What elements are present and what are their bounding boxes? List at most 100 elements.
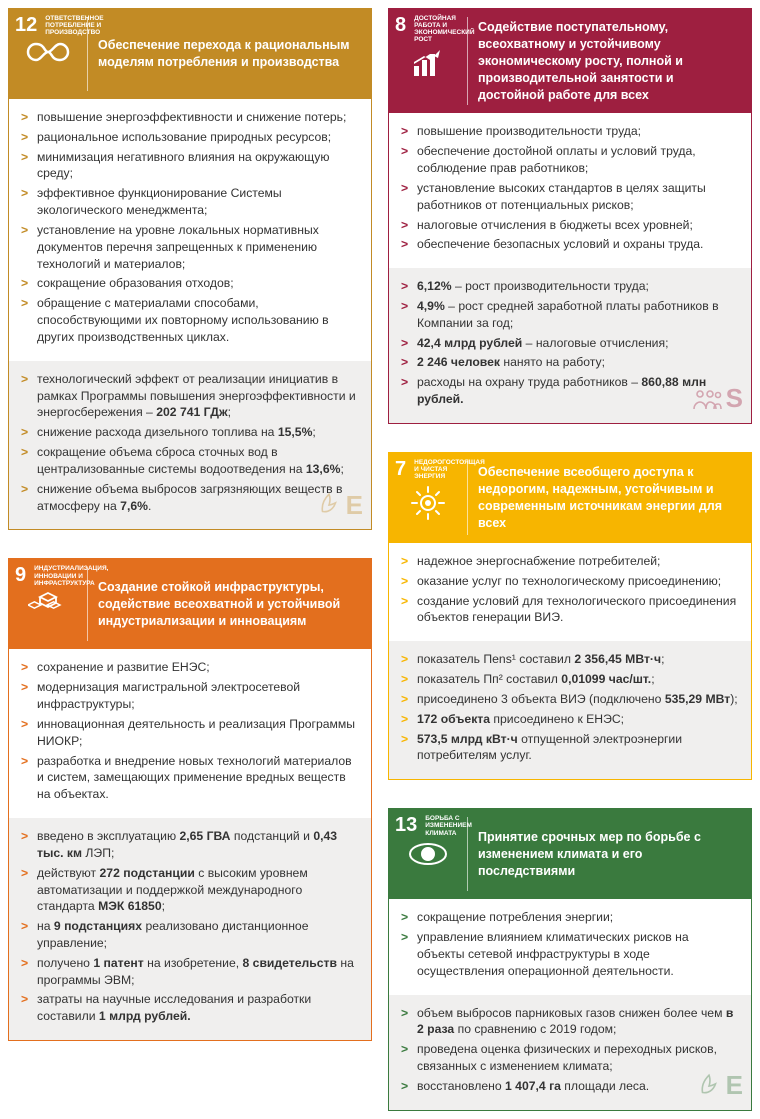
list-item: разработка и внедрение новых технологий … (21, 753, 359, 803)
list-item: снижение объема выбросов загрязняющих ве… (21, 481, 359, 515)
list-item: объем выбросов парниковых газов снижен б… (401, 1005, 739, 1039)
list-item: 2 246 человек нанято на работу; (401, 354, 739, 371)
list-item: сокращение образования отходов; (21, 275, 359, 292)
bullet-list: повышение производительности труда; обесп… (401, 123, 739, 253)
corner-badge: S (692, 381, 743, 417)
card-bullets: повышение энергоэффективности и снижение… (9, 99, 371, 361)
bullet-list: сохранение и развитие ЕНЭС;модернизация … (21, 659, 359, 803)
card-title: Создание стойкой инфраструктуры, содейст… (88, 559, 371, 649)
list-item: рациональное использование природных рес… (21, 129, 359, 146)
list-item: 4,9% – рост средней заработной платы раб… (401, 298, 739, 332)
sdg-card-grid: 12 ОТВЕТСТВЕННОЕ ПОТРЕБЛЕНИЕ И ПРОИЗВОДС… (0, 0, 760, 1119)
list-item: технологический эффект от реализации ини… (21, 371, 359, 421)
cubes-icon (28, 591, 68, 621)
list-item: 42,4 млрд рублей – налоговые отчисления; (401, 335, 739, 352)
list-item: минимизация негативного влияния на окруж… (21, 149, 359, 183)
goal-badge: 7 НЕДОРОГОСТОЯЩАЯ И ЧИСТАЯ ЭНЕРГИЯ (389, 453, 467, 543)
list-item: 573,5 млрд кВт·ч отпущенной электроэнерг… (401, 731, 739, 765)
leaf-icon (696, 1073, 722, 1099)
list-item: сокращение потребления энергии; (401, 909, 739, 926)
card-header: 7 НЕДОРОГОСТОЯЩАЯ И ЧИСТАЯ ЭНЕРГИЯ Обесп… (389, 453, 751, 543)
list-item: присоединено 3 объекта ВИЭ (подключено 5… (401, 691, 739, 708)
corner-badge: E (696, 1068, 743, 1104)
leaf-icon (316, 492, 342, 518)
list-item: установление высоких стандартов в целях … (401, 180, 739, 214)
list-item: проведена оценка физических и переходных… (401, 1041, 739, 1075)
goal-badge: 12 ОТВЕТСТВЕННОЕ ПОТРЕБЛЕНИЕ И ПРОИЗВОДС… (9, 9, 87, 99)
list-item: обеспечение безопасных условий и охраны … (401, 236, 739, 253)
list-item: снижение расхода дизельного топлива на 1… (21, 424, 359, 441)
list-item: получено 1 патент на изобретение, 8 свид… (21, 955, 359, 989)
sdg-card-12: 12 ОТВЕТСТВЕННОЕ ПОТРЕБЛЕНИЕ И ПРОИЗВОДС… (8, 8, 372, 530)
goal-number: 9 (15, 565, 26, 585)
card-header: 12 ОТВЕТСТВЕННОЕ ПОТРЕБЛЕНИЕ И ПРОИЗВОДС… (9, 9, 371, 99)
card-stats: введено в эксплуатацию 2,65 ГВА подстанц… (9, 818, 371, 1040)
card-bullets: надежное энергоснабжение потребителей; ок… (389, 543, 751, 641)
list-item: инновационная деятельность и реализация … (21, 716, 359, 750)
card-header: 8 ДОСТОЙНАЯ РАБОТА И ЭКОНОМИЧЕСКИЙ РОСТ … (389, 9, 751, 113)
people-icon (692, 387, 722, 411)
list-item: 172 объекта присоединено к ЕНЭС; (401, 711, 739, 728)
corner-letter: E (726, 1068, 743, 1104)
bullet-list: надежное энергоснабжение потребителей; ок… (401, 553, 739, 626)
stats-list: показатель Пens¹ составил 2 356,45 МВт·ч… (401, 651, 739, 764)
list-item: повышение энергоэффективности и снижение… (21, 109, 359, 126)
list-item: обращение с материалами способами, спосо… (21, 295, 359, 345)
stats-list: технологический эффект от реализации ини… (21, 371, 359, 515)
card-title: Обеспечение всеобщего доступа к недороги… (468, 453, 751, 543)
list-item: показатель Пп² составил 0,01099 час/шт.; (401, 671, 739, 688)
list-item: действуют 272 подстанции с высоким уровн… (21, 865, 359, 915)
card-title: Содействие поступательному, всеохватному… (468, 9, 751, 113)
list-item: восстановлено 1 407,4 га площади леса. (401, 1078, 739, 1095)
right-column: 8 ДОСТОЙНАЯ РАБОТА И ЭКОНОМИЧЕСКИЙ РОСТ … (388, 8, 752, 1111)
card-bullets: сокращение потребления энергии; управлени… (389, 899, 751, 994)
list-item: управление влиянием климатических рисков… (401, 929, 739, 979)
sdg-card-9: 9 ИНДУСТРИАЛИЗАЦИЯ, ИННОВАЦИИ И ИНФРАСТР… (8, 558, 372, 1041)
infinity-icon (26, 40, 70, 64)
goal-label: БОРЬБА С ИЗМЕНЕНИЕМ КЛИМАТА (421, 815, 472, 836)
card-title: Обеспечение перехода к рациональным моде… (88, 9, 371, 99)
list-item: налоговые отчисления в бюджеты всех уров… (401, 217, 739, 234)
list-item: показатель Пens¹ составил 2 356,45 МВт·ч… (401, 651, 739, 668)
growth-icon (408, 48, 448, 78)
list-item: расходы на охрану труда работников – 860… (401, 374, 739, 408)
list-item: введено в эксплуатацию 2,65 ГВА подстанц… (21, 828, 359, 862)
bullet-list: сокращение потребления энергии; управлени… (401, 909, 739, 979)
stats-list: 6,12% – рост производительности труда; 4,… (401, 278, 739, 408)
list-item: оказание услуг по технологическому присо… (401, 573, 739, 590)
goal-badge: 9 ИНДУСТРИАЛИЗАЦИЯ, ИННОВАЦИИ И ИНФРАСТР… (9, 559, 87, 649)
goal-badge: 8 ДОСТОЙНАЯ РАБОТА И ЭКОНОМИЧЕСКИЙ РОСТ (389, 9, 467, 113)
card-title: Принятие срочных мер по борьбе с изменен… (468, 809, 751, 899)
goal-label: ДОСТОЙНАЯ РАБОТА И ЭКОНОМИЧЕСКИЙ РОСТ (410, 15, 474, 44)
left-column: 12 ОТВЕТСТВЕННОЕ ПОТРЕБЛЕНИЕ И ПРОИЗВОДС… (8, 8, 372, 1041)
card-bullets: сохранение и развитие ЕНЭС;модернизация … (9, 649, 371, 818)
stats-list: объем выбросов парниковых газов снижен б… (401, 1005, 739, 1095)
sdg-card-7: 7 НЕДОРОГОСТОЯЩАЯ И ЧИСТАЯ ЭНЕРГИЯ Обесп… (388, 452, 752, 780)
list-item: эффективное функционирование Системы эко… (21, 185, 359, 219)
list-item: 6,12% – рост производительности труда; (401, 278, 739, 295)
goal-number: 12 (15, 15, 37, 35)
card-bullets: повышение производительности труда; обесп… (389, 113, 751, 268)
list-item: на 9 подстанциях реализовано дистанционн… (21, 918, 359, 952)
list-item: создание условий для технологического пр… (401, 593, 739, 627)
card-stats: объем выбросов парниковых газов снижен б… (389, 995, 751, 1110)
list-item: модернизация магистральной электросетево… (21, 679, 359, 713)
goal-number: 13 (395, 815, 417, 835)
card-stats: показатель Пens¹ составил 2 356,45 МВт·ч… (389, 641, 751, 779)
corner-badge: E (316, 488, 363, 524)
card-header: 9 ИНДУСТРИАЛИЗАЦИЯ, ИННОВАЦИИ И ИНФРАСТР… (9, 559, 371, 649)
eye-icon (406, 841, 450, 867)
list-item: установление на уровне локальных нормати… (21, 222, 359, 272)
list-item: обеспечение достойной оплаты и условий т… (401, 143, 739, 177)
card-stats: 6,12% – рост производительности труда; 4,… (389, 268, 751, 423)
corner-letter: E (346, 488, 363, 524)
list-item: надежное энергоснабжение потребителей; (401, 553, 739, 570)
corner-letter: S (726, 381, 743, 417)
goal-badge: 13 БОРЬБА С ИЗМЕНЕНИЕМ КЛИМАТА (389, 809, 467, 899)
goal-number: 7 (395, 459, 406, 479)
bullet-list: повышение энергоэффективности и снижение… (21, 109, 359, 346)
sdg-card-13: 13 БОРЬБА С ИЗМЕНЕНИЕМ КЛИМАТА Принятие … (388, 808, 752, 1110)
list-item: повышение производительности труда; (401, 123, 739, 140)
card-header: 13 БОРЬБА С ИЗМЕНЕНИЕМ КЛИМАТА Принятие … (389, 809, 751, 899)
goal-number: 8 (395, 15, 406, 35)
